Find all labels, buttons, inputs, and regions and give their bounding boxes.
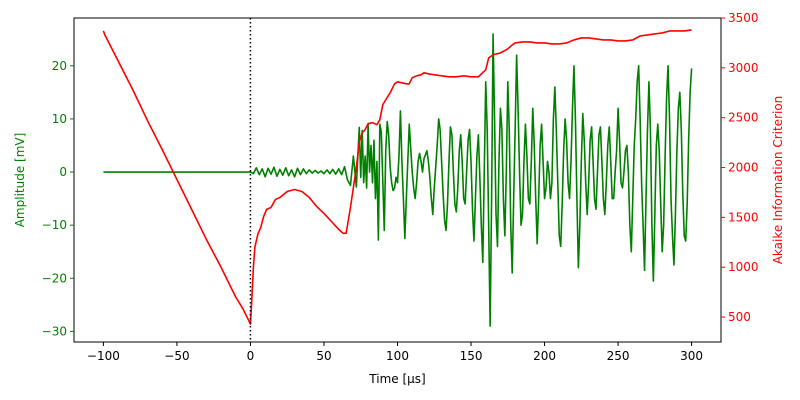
x-tick-label: 0 bbox=[247, 349, 255, 363]
right-y-tick-label: 2500 bbox=[728, 111, 759, 125]
x-tick-label: 150 bbox=[460, 349, 483, 363]
x-tick-label: 250 bbox=[607, 349, 630, 363]
left-y-tick-label: 0 bbox=[59, 165, 67, 179]
aic-line bbox=[102, 29, 692, 325]
x-tick-label: 50 bbox=[316, 349, 331, 363]
x-tick-label: 100 bbox=[386, 349, 409, 363]
x-tick-label: 200 bbox=[533, 349, 556, 363]
left-y-axis-ticks: −30 −20 −10 0 10 20 bbox=[42, 59, 74, 338]
left-y-tick-label: 10 bbox=[52, 112, 67, 126]
x-tick-label: 300 bbox=[680, 349, 703, 363]
left-y-axis-label: Amplitude [mV] bbox=[13, 133, 27, 228]
right-y-tick-label: 3000 bbox=[728, 61, 759, 75]
right-y-tick-label: 2000 bbox=[728, 161, 759, 175]
x-axis-ticks: −100 −50 0 50 100 150 200 250 300 bbox=[87, 342, 703, 363]
right-y-tick-label: 500 bbox=[728, 310, 751, 324]
amplitude-line bbox=[103, 33, 693, 327]
x-axis-label: Time [µs] bbox=[368, 372, 425, 386]
amplitude-series-group bbox=[103, 33, 693, 327]
right-y-tick-label: 1500 bbox=[728, 210, 759, 224]
left-y-tick-label: 20 bbox=[52, 59, 67, 73]
left-y-tick-label: −10 bbox=[42, 218, 67, 232]
aic-series-group bbox=[102, 29, 692, 325]
x-tick-label: −50 bbox=[164, 349, 189, 363]
right-y-axis-ticks: 500 1000 1500 2000 2500 3000 3500 bbox=[721, 11, 759, 324]
left-y-tick-label: −30 bbox=[42, 324, 67, 338]
right-y-tick-label: 1000 bbox=[728, 260, 759, 274]
right-y-tick-label: 3500 bbox=[728, 11, 759, 25]
left-y-tick-label: −20 bbox=[42, 271, 67, 285]
right-y-axis-label: Akaike Information Criterion bbox=[771, 96, 785, 265]
x-tick-label: −100 bbox=[87, 349, 120, 363]
